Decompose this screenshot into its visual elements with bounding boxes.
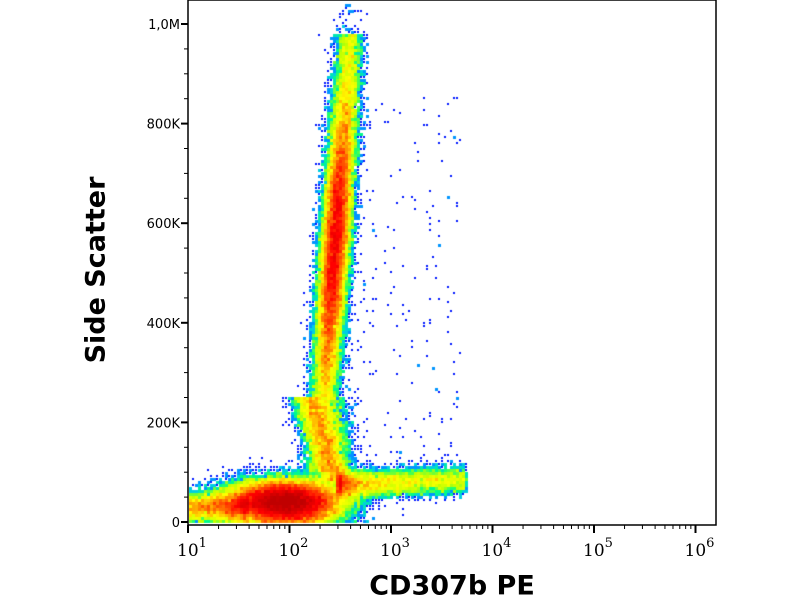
x-tick-label: 104 [482,536,512,561]
y-tick-label: 600K [147,217,181,232]
y-tick-label: 400K [147,317,181,332]
x-axis-label: CD307b PE [369,570,535,602]
x-tick-label: 102 [279,536,309,561]
x-tick-label: 106 [685,536,715,561]
x-tick-label: 101 [177,536,207,561]
x-tick-label: 103 [380,536,410,561]
y-tick-label: 200K [147,416,181,431]
y-axis-label: Side Scatter [80,176,112,364]
x-tick-label: 105 [583,536,613,561]
y-tick-label: 0 [172,516,180,531]
y-tick-label: 1,0M [148,18,180,33]
y-tick-label: 800K [147,118,181,133]
density-plot [189,1,716,525]
